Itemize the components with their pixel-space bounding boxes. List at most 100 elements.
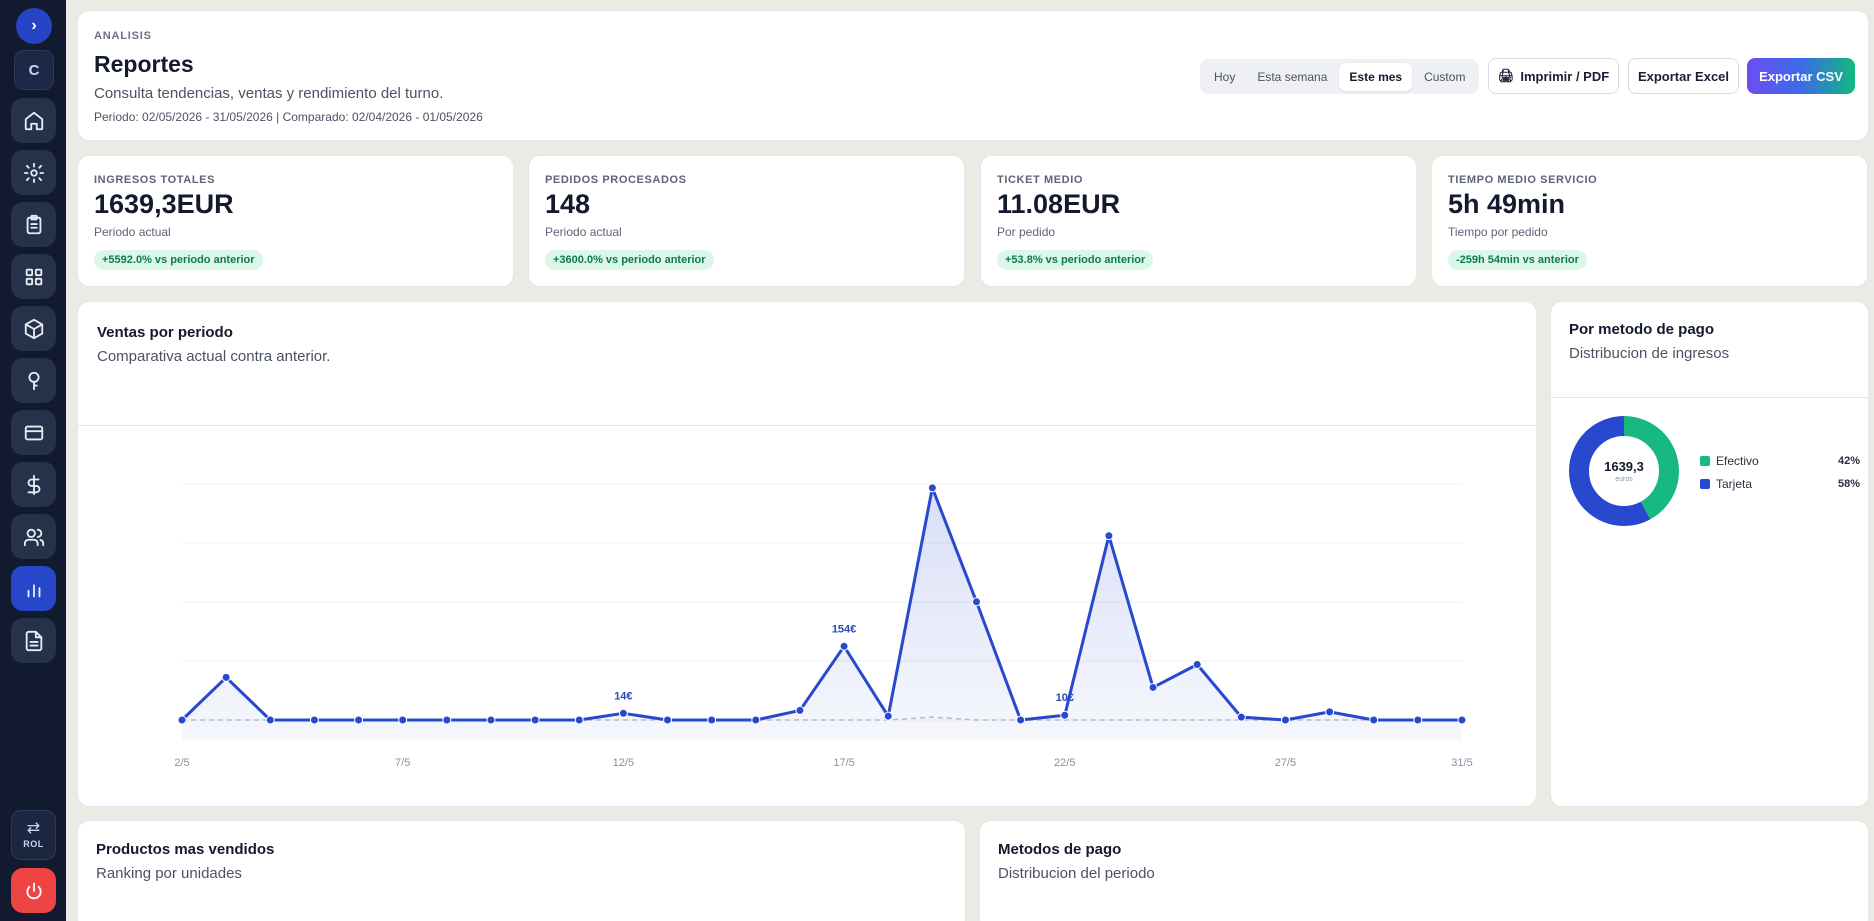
chart-point[interactable] (1016, 715, 1026, 725)
chart-divider (78, 425, 1536, 426)
kpi-value: 5h 49min (1448, 189, 1566, 219)
payments-button[interactable] (11, 410, 56, 455)
payment-donut-chart[interactable] (1569, 416, 1679, 526)
settings-button[interactable] (11, 150, 56, 195)
chart-point[interactable] (1280, 715, 1290, 725)
sales-chart-card: Ventas por periodo Comparativa actual co… (77, 301, 1537, 807)
chart-point[interactable] (927, 483, 937, 493)
chart-point[interactable] (1104, 531, 1114, 541)
current-period-line (180, 486, 1462, 722)
staff-button[interactable] (11, 514, 56, 559)
legend-name: Efectivo (1716, 454, 1759, 468)
chart-point[interactable] (1457, 715, 1467, 725)
chart-point[interactable] (1325, 707, 1335, 717)
kpi-subtitle: Por pedido (997, 225, 1056, 239)
chart-point[interactable] (309, 715, 319, 725)
chart-point[interactable] (1060, 710, 1070, 720)
range-selector: Hoy Esta semana Este mes Custom (1200, 59, 1479, 94)
chart-point[interactable] (618, 708, 628, 718)
kpi-subtitle: Periodo actual (545, 225, 622, 239)
card-icon (24, 425, 43, 440)
range-today-tab[interactable]: Hoy (1214, 69, 1236, 84)
x-tick-label: 17/5 (833, 757, 854, 769)
chart-point[interactable] (1413, 715, 1423, 725)
grid-icon (25, 268, 42, 285)
sales-chart-subtitle: Comparativa actual contra anterior. (97, 348, 331, 365)
page-header: ANALISIS Reportes Consulta tendencias, v… (77, 10, 1869, 141)
inventory-button[interactable] (11, 306, 56, 351)
sidebar: › C ⇄ ROL (0, 0, 66, 921)
documents-button[interactable] (11, 618, 56, 663)
chart-point[interactable] (442, 715, 452, 725)
chart-point[interactable] (221, 672, 231, 682)
kpi-label: PEDIDOS PROCESADOS (545, 174, 687, 186)
home-button[interactable] (11, 98, 56, 143)
chart-point[interactable] (177, 715, 187, 725)
chart-point[interactable] (707, 715, 717, 725)
chart-point[interactable] (574, 715, 584, 725)
payment-methods-subtitle: Distribucion del periodo (998, 865, 1155, 882)
print-pdf-button[interactable]: 🖨 Imprimir / PDF (1488, 58, 1619, 94)
kpi-subtitle: Tiempo por pedido (1448, 225, 1548, 239)
kpi-label: TICKET MEDIO (997, 174, 1084, 186)
chart-point[interactable] (1369, 715, 1379, 725)
section-eyebrow: ANALISIS (94, 30, 152, 42)
export-csv-button[interactable]: Exportar CSV (1747, 58, 1855, 94)
donut-unit: euros (1615, 476, 1633, 483)
chart-point[interactable] (398, 715, 408, 725)
chart-point[interactable] (751, 715, 761, 725)
role-label: ROL (23, 839, 44, 849)
chart-point[interactable] (795, 705, 805, 715)
kpi-label: TIEMPO MEDIO SERVICIO (1448, 174, 1598, 186)
workspace-avatar[interactable]: C (14, 50, 54, 90)
payment-method-title: Por metodo de pago (1569, 321, 1715, 338)
document-icon (25, 630, 42, 651)
sidebar-toggle-button[interactable]: › (16, 8, 52, 44)
legend-item-cash: Efectivo 42% (1700, 453, 1860, 469)
kpi-trend-badge: +53.8% vs periodo anterior (997, 250, 1154, 270)
cash-button[interactable] (11, 462, 56, 507)
box-icon (24, 318, 43, 339)
chart-point[interactable] (530, 715, 540, 725)
legend-item-card: Tarjeta 58% (1700, 476, 1860, 492)
export-excel-button[interactable]: Exportar Excel (1628, 58, 1739, 94)
chart-point[interactable] (971, 597, 981, 607)
kpi-trend-badge: +5592.0% vs periodo anterior (94, 250, 263, 270)
chart-point[interactable] (839, 641, 849, 651)
kpi-value: 148 (545, 189, 591, 219)
legend-swatch (1700, 479, 1710, 489)
bar-chart-icon (27, 583, 40, 597)
logout-button[interactable] (11, 868, 56, 913)
chart-point[interactable] (1236, 712, 1246, 722)
range-custom-tab[interactable]: Custom (1424, 69, 1466, 84)
kpi-subtitle: Periodo actual (94, 225, 171, 239)
reports-button[interactable] (11, 566, 56, 611)
range-week-tab[interactable]: Esta semana (1257, 69, 1328, 84)
sales-area-chart[interactable]: 14€ 154€ 10€ 2/5 7/5 12/5 17/5 22/5 27/5 31/5 (78, 302, 1538, 808)
tables-button[interactable] (11, 254, 56, 299)
top-products-title: Productos mas vendidos (96, 841, 275, 858)
donut-slice[interactable] (1569, 416, 1679, 526)
chart-point[interactable] (1192, 659, 1202, 669)
chart-data-label: 154€ (832, 623, 856, 635)
chart-point[interactable] (265, 715, 275, 725)
page-title: Reportes (94, 51, 194, 77)
kpi-value: 11.08EUR (997, 189, 1121, 219)
clipboard-icon (26, 214, 41, 234)
chart-point[interactable] (1148, 682, 1158, 692)
users-icon (23, 528, 44, 546)
kpi-card-revenue: INGRESOS TOTALES 1639,3EUR Periodo actua… (77, 155, 514, 287)
orders-button[interactable] (11, 202, 56, 247)
range-month-tab[interactable]: Este mes (1339, 62, 1413, 91)
chart-data-label: 14€ (614, 690, 632, 702)
chart-point[interactable] (663, 715, 673, 725)
printer-icon: 🖨 (1497, 68, 1515, 83)
chart-point[interactable] (354, 715, 364, 725)
chart-point[interactable] (486, 715, 496, 725)
x-tick-label: 27/5 (1275, 757, 1296, 769)
legend-percent: 58% (1837, 478, 1860, 490)
role-switch-button[interactable]: ⇄ ROL (11, 810, 56, 860)
period-range: Periodo: 02/05/2026 - 31/05/2026 | Compa… (94, 110, 483, 124)
access-button[interactable] (11, 358, 56, 403)
chart-point[interactable] (883, 711, 893, 721)
